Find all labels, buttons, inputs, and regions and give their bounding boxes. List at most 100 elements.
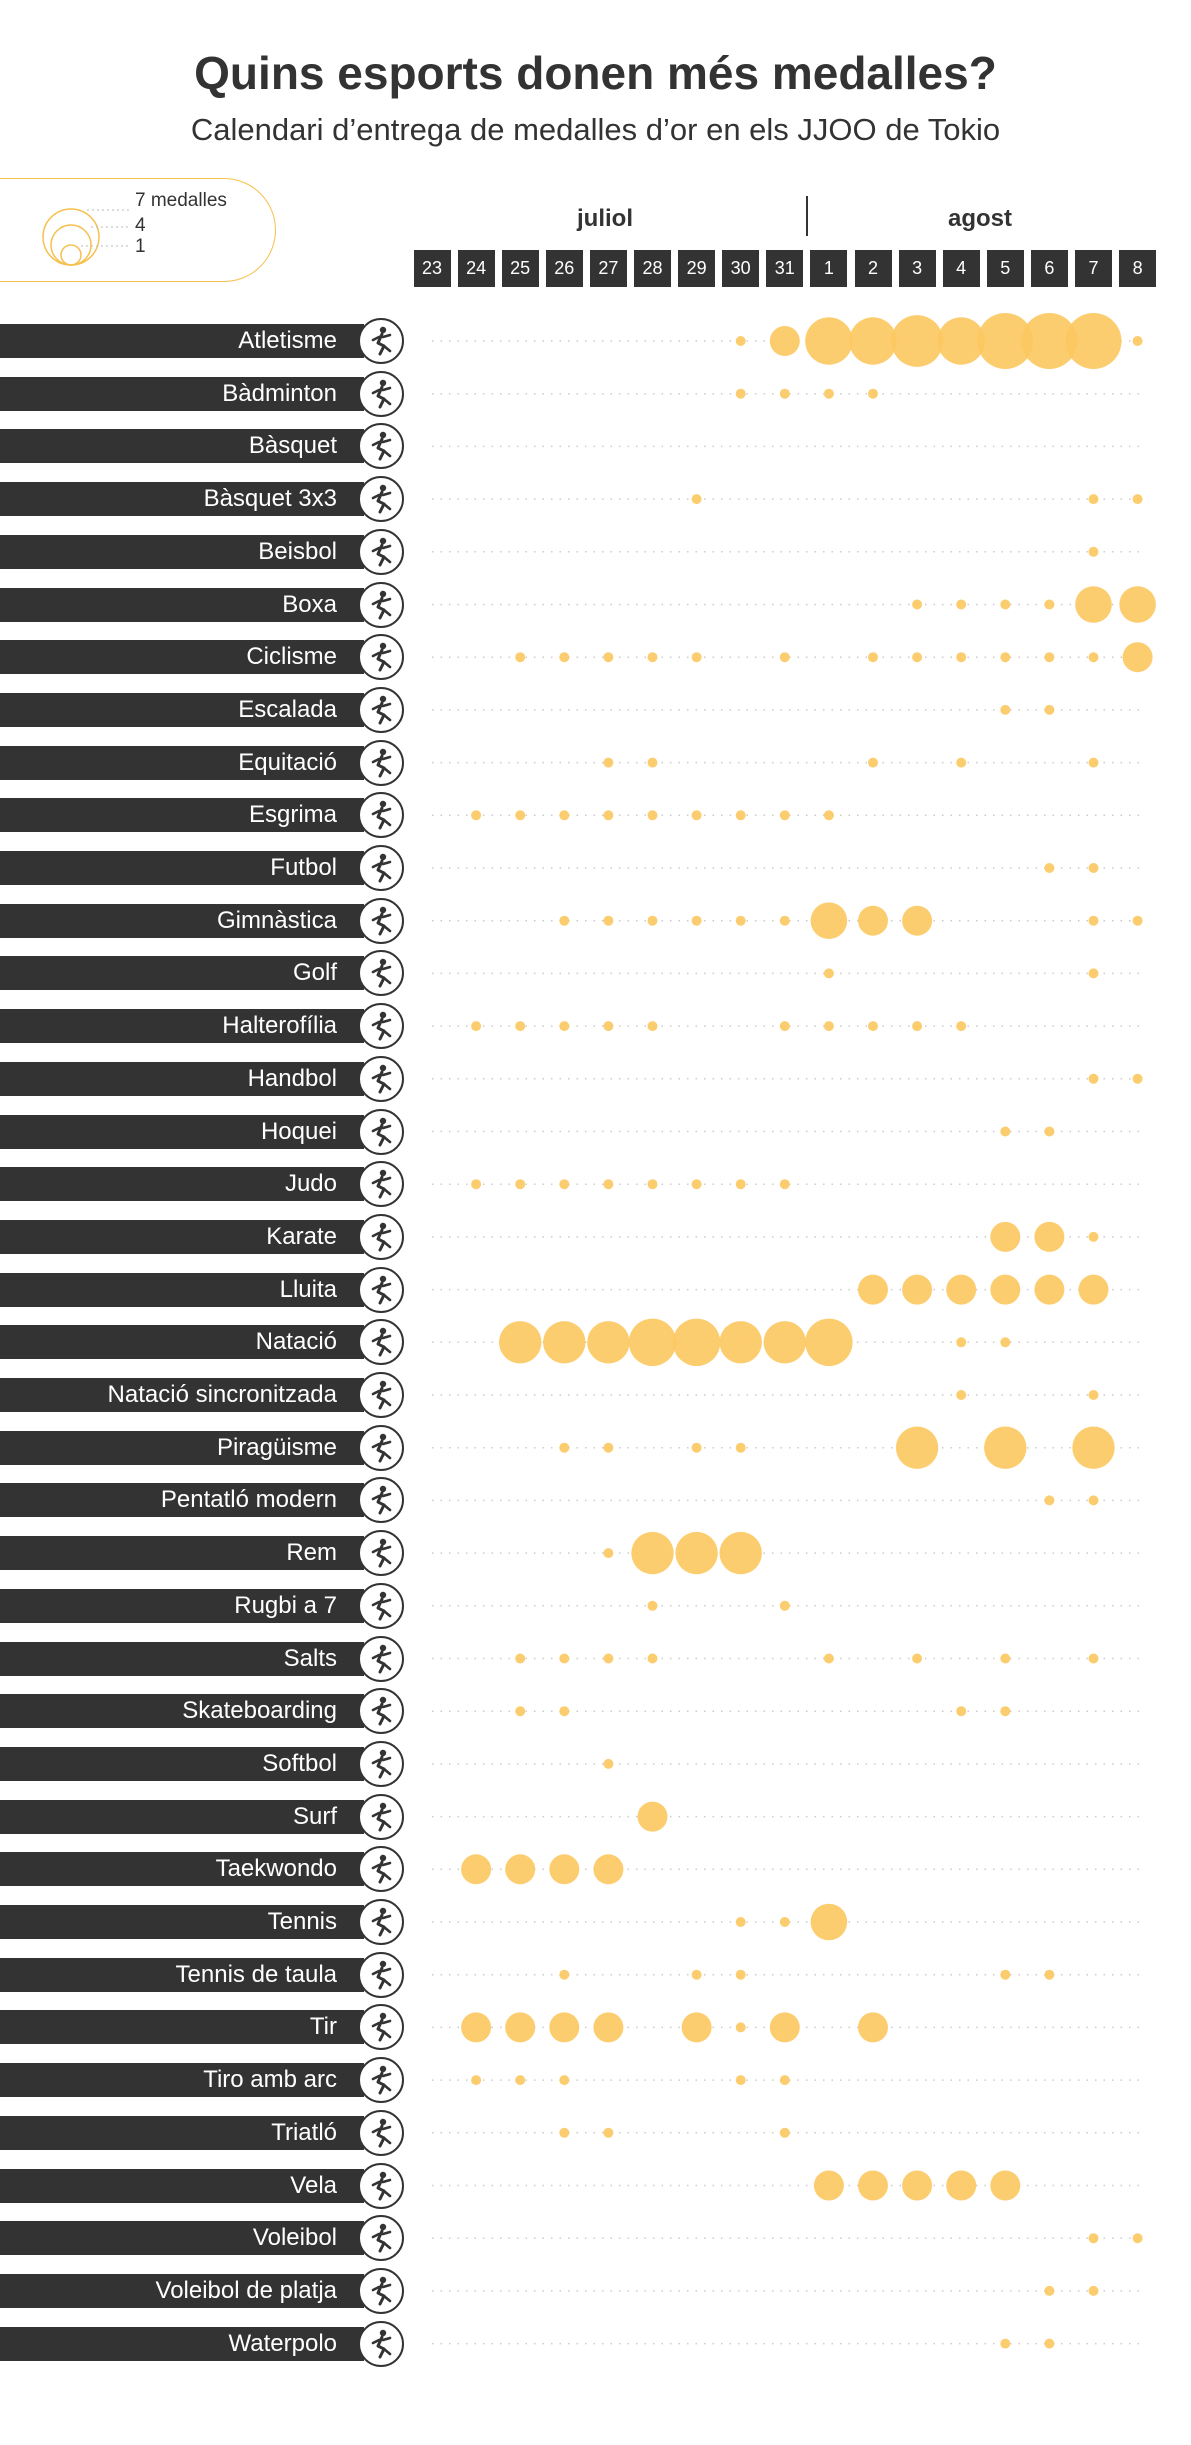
sport-label: Escalada <box>238 695 337 723</box>
medal-bubble <box>549 2012 580 2043</box>
medal-bubble <box>637 1801 668 1832</box>
medal-bubble <box>779 915 790 926</box>
medal-bubble <box>471 2075 482 2086</box>
water-polo-icon <box>358 2320 404 2367</box>
legend-circles <box>42 208 129 266</box>
medal-bubble <box>823 968 834 979</box>
taekwondo-icon <box>358 1846 404 1893</box>
medal-bubble <box>891 315 943 367</box>
legend-circle-1 <box>60 244 82 266</box>
medal-bubble <box>515 810 526 821</box>
sport-bar <box>0 1536 364 1571</box>
medal-bubble <box>691 1442 702 1453</box>
chart-title: Quins esports donen més medalles? <box>194 47 997 99</box>
medal-bubble <box>1088 2233 1099 2244</box>
medal-bubble <box>505 2012 536 2043</box>
medal-bubble <box>1034 1274 1065 1305</box>
medal-bubble <box>858 2170 888 2201</box>
medal-bubble <box>1088 1231 1099 1242</box>
sport-bar <box>0 1114 364 1149</box>
sport-bar <box>0 376 364 411</box>
medal-bubble <box>912 652 923 663</box>
cycling-icon <box>358 634 404 681</box>
medal-bubble <box>603 810 614 821</box>
sport-bar <box>0 1905 364 1939</box>
sport-bar <box>0 534 364 569</box>
medal-bubble <box>559 652 570 663</box>
medal-bubble <box>779 1021 790 1032</box>
medal-bubble <box>1021 313 1078 369</box>
medal-bubble <box>647 1179 658 1190</box>
basketball-3x3-icon <box>358 476 404 523</box>
medal-bubble <box>559 1653 570 1664</box>
medal-bubble <box>1132 1073 1143 1084</box>
medal-bubble <box>868 652 878 663</box>
medal-bubble <box>735 810 746 821</box>
medal-bubble <box>1078 1274 1109 1305</box>
medal-bubble <box>672 1318 721 1367</box>
medal-bubble <box>946 1274 977 1305</box>
medal-bubble <box>735 1442 746 1453</box>
day-header-28: 28 <box>634 250 671 287</box>
gymnastics-icon <box>358 897 404 944</box>
medal-bubble <box>559 2075 570 2086</box>
medal-bubble <box>1044 652 1055 663</box>
sport-bar <box>0 429 364 464</box>
medal-bubble <box>461 2012 492 2043</box>
medal-bubble <box>1088 546 1099 557</box>
medal-bubble <box>823 1653 834 1664</box>
medal-bubble <box>858 1274 888 1305</box>
medal-bubble <box>1088 968 1099 979</box>
medal-bubble <box>691 494 702 505</box>
sport-bar <box>0 1325 364 1360</box>
diving-icon <box>358 1635 404 1682</box>
canoe-icon <box>358 1424 404 1471</box>
medal-bubble <box>779 2075 790 2086</box>
sport-label: Voleibol <box>252 2224 337 2252</box>
sport-label: Tennis de taula <box>175 1960 337 1988</box>
medal-bubble <box>691 1969 702 1980</box>
medal-bubble <box>956 1706 967 1717</box>
medal-bubble <box>912 599 923 610</box>
medal-bubble <box>1000 704 1011 715</box>
weightlifting-icon <box>358 1003 404 1050</box>
sport-label: Golf <box>292 959 337 987</box>
sport-label: Salts <box>283 1644 337 1672</box>
sport-bar <box>0 2221 364 2256</box>
medal-bubble <box>1132 494 1143 505</box>
medal-bubble <box>977 313 1034 369</box>
medal-bubble <box>603 1442 614 1453</box>
size-legend: 7 medalles 4 1 <box>0 178 276 282</box>
medal-bubble <box>779 652 790 663</box>
sailing-icon <box>358 2162 404 2209</box>
medal-bubble <box>505 1854 536 1885</box>
medal-bubble <box>805 1318 853 1367</box>
sport-bar <box>0 2326 364 2361</box>
medal-bubble <box>603 1021 614 1032</box>
medal-bubble <box>647 757 658 768</box>
sport-bar <box>0 1588 364 1623</box>
sport-label: Futbol <box>270 854 337 881</box>
day-header-1: 1 <box>810 250 848 287</box>
medal-bubble <box>559 1442 570 1453</box>
medal-bubble <box>603 1653 614 1664</box>
medal-bubble <box>559 810 570 821</box>
medal-bubble <box>779 388 790 399</box>
fencing-icon <box>358 792 404 839</box>
medal-bubble <box>691 652 702 663</box>
medal-bubble <box>895 1426 939 1469</box>
medal-bubble <box>1000 2338 1011 2349</box>
day-header-8: 8 <box>1119 250 1157 287</box>
medal-bubble <box>902 905 933 936</box>
medal-bubble <box>956 757 967 768</box>
sport-label: Tennis <box>267 1908 337 1935</box>
medal-bubble <box>515 1653 526 1664</box>
medal-bubble <box>1122 642 1153 673</box>
medal-bubble <box>990 2170 1021 2201</box>
medal-bubble <box>956 652 967 663</box>
sport-bar <box>0 745 364 780</box>
day-header-25: 25 <box>501 250 539 287</box>
medal-bubble <box>647 915 658 926</box>
equestrian-icon <box>358 739 404 786</box>
